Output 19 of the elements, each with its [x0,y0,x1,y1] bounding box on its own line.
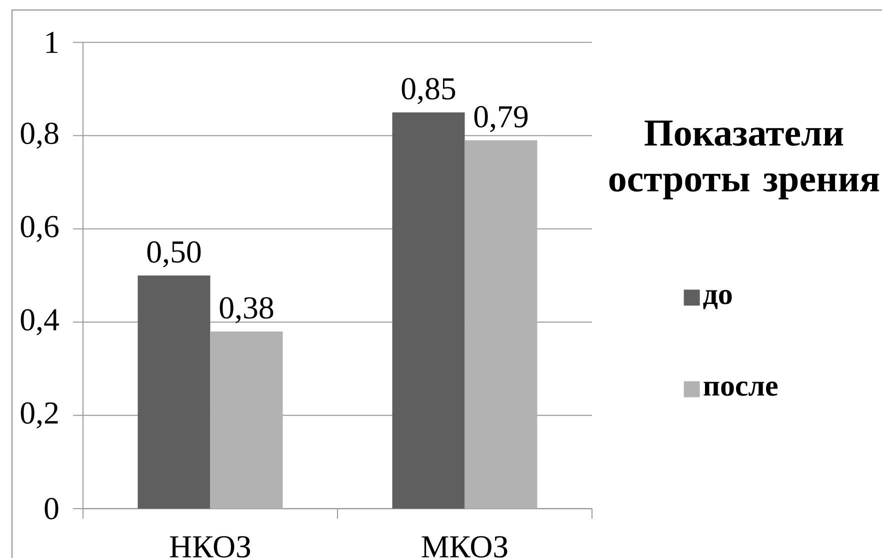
y-tick-label: 0,4 [20,309,59,336]
legend-label: до [703,290,732,310]
y-tick-label: 0,2 [20,402,58,428]
bar [138,276,210,509]
bar [464,140,538,509]
y-tick-label: 0,6 [20,216,59,242]
data-label: 0,50 [147,241,201,268]
data-label: 0,38 [220,297,274,324]
x-tick-label: МКОЗ [422,536,508,558]
data-label: 0,79 [474,106,528,132]
bar [392,112,465,509]
bar [210,331,283,509]
y-tick-label: 1 [46,32,58,53]
y-tick-label: 0 [44,498,58,520]
x-tick-label: НКОЗ [170,536,250,558]
legend-label: после [704,381,778,396]
data-label: 0,85 [402,78,456,104]
legend-title: Показатели остроты зрения [609,120,880,200]
y-tick-label: 0,8 [20,122,58,149]
